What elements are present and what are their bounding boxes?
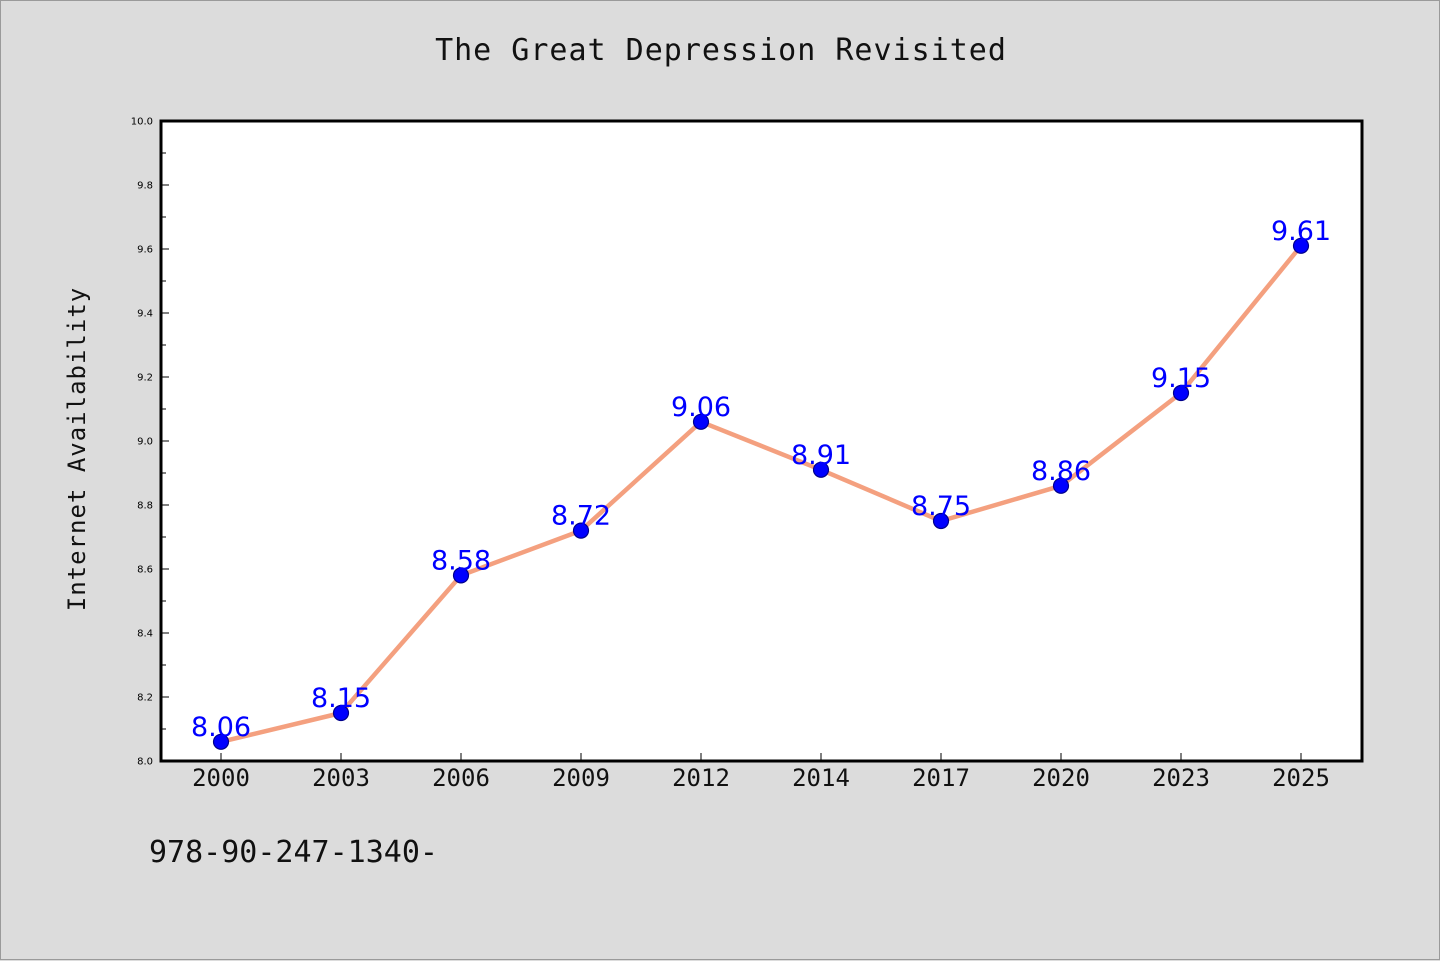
data-point (692, 413, 710, 430)
data-point (1292, 237, 1310, 254)
y-tick-label: 8.4 (137, 629, 153, 640)
data-label: 9.06 (671, 392, 731, 423)
data-label: 8.91 (791, 440, 851, 471)
data-point (572, 522, 590, 539)
data-label: 8.15 (311, 683, 371, 714)
chart-title: The Great Depression Revisited (435, 33, 1007, 68)
y-tick-label: 9.2 (137, 373, 153, 384)
x-tick-label: 2020 (1032, 764, 1090, 792)
data-point (452, 567, 470, 584)
data-point (932, 512, 950, 530)
series-line (218, 243, 1304, 745)
data-point (332, 704, 350, 722)
footer-code: 978-90-247-1340- (149, 835, 438, 870)
y-tick-label: 8.2 (137, 693, 153, 704)
data-point (1052, 477, 1070, 494)
x-tick-label: 2000 (192, 764, 250, 792)
y-tick-label: 9.8 (137, 181, 153, 192)
y-tick-label: 9.0 (137, 437, 153, 448)
x-tick-label: 2009 (552, 764, 610, 792)
data-label: 8.06 (191, 712, 251, 743)
data-label: 9.15 (1151, 363, 1211, 394)
y-tick-label: 8.8 (137, 501, 153, 512)
x-tick-label: 2012 (672, 764, 730, 792)
data-label: 8.72 (551, 501, 611, 532)
x-tick-label: 2025 (1272, 764, 1330, 792)
y-tick-label: 8.0 (137, 757, 153, 768)
data-label: 9.61 (1271, 216, 1331, 247)
data-label: 8.75 (911, 491, 971, 522)
y-tick-label: 9.6 (137, 245, 153, 256)
x-tick-label: 2003 (312, 764, 370, 792)
data-label: 8.58 (431, 545, 491, 576)
data-label: 8.86 (1031, 456, 1091, 487)
data-point (212, 733, 230, 750)
y-tick-label: 10.0 (131, 117, 153, 128)
x-tick-label: 2014 (792, 764, 850, 792)
data-point (812, 461, 830, 478)
x-tick-label: 2006 (432, 764, 490, 792)
y-tick-label: 9.4 (137, 309, 153, 320)
x-tick-label: 2017 (912, 764, 970, 792)
y-tick-label: 8.6 (137, 565, 153, 576)
x-tick-label: 2023 (1152, 764, 1210, 792)
data-point (1172, 384, 1190, 402)
plot-area (159, 119, 1364, 763)
